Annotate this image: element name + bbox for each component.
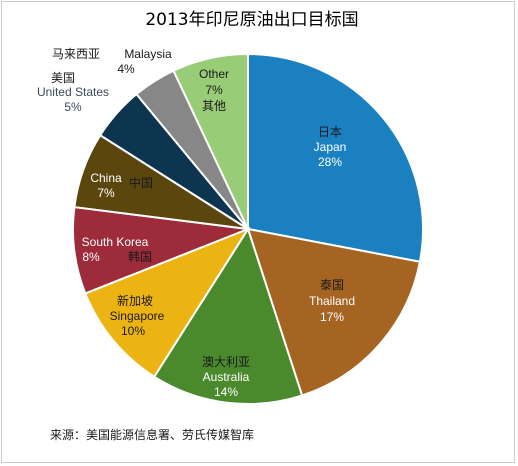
slice-label-cn-australia: 澳大利亚 — [202, 355, 250, 369]
slice-label-value-label-other: 7% — [205, 83, 223, 97]
slice-label-cn-other: 其他 — [202, 99, 226, 113]
pie-slice-other — [172, 52, 249, 230]
slice-label-cn-china: 中国 — [129, 175, 153, 190]
slice-label-value-label-malaysia: 4% — [117, 62, 135, 76]
pie-slices — [72, 52, 424, 405]
slice-label-cn-united-states: 美国 — [51, 71, 75, 85]
slice-label-cn-south-korea: 韩国 — [128, 249, 152, 264]
slice-label-value-label-singapore: 10% — [121, 324, 145, 338]
slice-label-value-label-china: 7% — [97, 186, 115, 200]
slice-label-en-china: China — [90, 171, 122, 185]
slice-label-cn-thailand: 泰国 — [320, 278, 344, 292]
slice-label-en-malaysia: Malaysia — [124, 47, 172, 61]
slice-label-value-label-japan: 28% — [318, 155, 342, 169]
slice-label-cn-malaysia: 马来西亚 — [52, 47, 100, 61]
slice-label-en-south-korea: South Korea — [82, 235, 149, 249]
slice-label-en-japan: Japan — [314, 140, 347, 154]
slice-label-en-australia: Australia — [203, 370, 250, 384]
slice-label-value-label-thailand: 17% — [320, 310, 344, 324]
pie-slice-thailand — [246, 227, 422, 397]
slice-label-en-other: Other — [199, 67, 229, 81]
slice-label-cn-japan: 日本 — [318, 125, 342, 139]
slice-label-value-label-south-korea: 8% — [82, 250, 100, 264]
slice-label-value-label-united-states: 5% — [64, 100, 82, 114]
pie-slice-australia — [152, 226, 304, 405]
slice-label-en-singapore: Singapore — [110, 309, 165, 323]
slice-label-en-united-states: United States — [37, 85, 109, 99]
slice-label-value-label-australia: 14% — [214, 385, 238, 399]
chart-title: 2013年印尼原油出口目标国 — [145, 10, 358, 30]
pie-slice-singapore — [83, 226, 251, 379]
slice-label-cn-singapore: 新加坡 — [117, 293, 153, 308]
pie-slice-japan — [247, 52, 424, 263]
chart-source: 来源：美国能源信息署、劳氏传媒智库 — [50, 427, 254, 442]
slice-label-en-thailand: Thailand — [309, 294, 355, 308]
